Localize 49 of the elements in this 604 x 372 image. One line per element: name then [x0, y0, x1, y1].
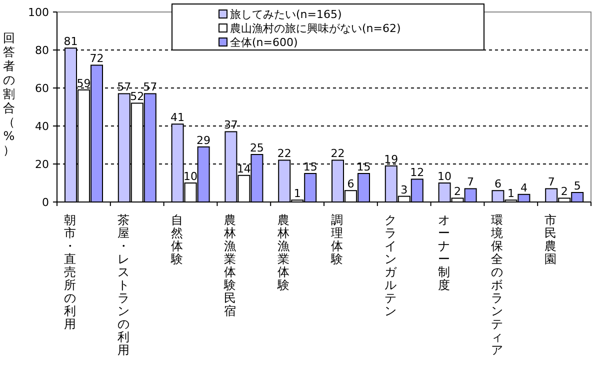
data-label: 2	[454, 185, 462, 198]
data-label: 59	[76, 76, 91, 90]
y-tick-label: 80	[35, 44, 49, 57]
x-tick-label: 市民農園	[544, 213, 557, 266]
text: 回答者の割合（%）	[3, 31, 15, 157]
category-label: 朝市・直売所の利用	[64, 213, 76, 331]
data-label: 7	[548, 176, 555, 189]
data-label: 57	[117, 80, 132, 94]
data-label: 15	[303, 160, 318, 174]
data-label: 10	[438, 170, 452, 183]
data-label: 1	[507, 187, 514, 200]
data-label: 29	[196, 134, 211, 147]
legend-label: 農山漁村の旅に興味がない(n=62)	[230, 22, 401, 35]
y-tick-label: 40	[35, 120, 49, 133]
y-tick-label: 60	[35, 82, 49, 95]
data-label: 2	[560, 185, 568, 198]
data-label: 10	[184, 170, 198, 183]
data-label: 14	[236, 162, 251, 176]
category-label: 茶屋・レストランの利用	[117, 213, 130, 357]
data-label: 6	[494, 178, 502, 191]
data-label: 7	[467, 176, 474, 189]
data-label: 1	[294, 187, 301, 200]
x-tick-label: 自然体験	[170, 213, 183, 266]
data-label: 25	[250, 142, 264, 154]
x-tick-label: 農林漁業体験民宿	[223, 213, 236, 318]
data-label: 15	[356, 160, 371, 174]
category-label: 環境保全のボランティア	[491, 213, 504, 357]
data-label: 4	[520, 181, 528, 194]
data-label: 19	[384, 152, 398, 166]
legend-label: 旅してみたい(n=165)	[230, 8, 342, 21]
data-label: 12	[410, 166, 424, 180]
x-tick-label: 調理体験	[330, 213, 343, 266]
data-label: 81	[64, 35, 78, 48]
y-tick-label: 20	[35, 158, 49, 171]
data-label: 22	[277, 147, 292, 160]
x-tick-label: クラインガルテン	[384, 213, 398, 318]
legend-label: 全体(n=600)	[230, 36, 298, 49]
data-label: 52	[130, 90, 144, 104]
x-tick-label: 農林漁業体験	[276, 213, 290, 292]
data-label: 5	[574, 180, 581, 192]
data-label: 6	[347, 178, 354, 191]
data-label: 3	[400, 183, 408, 196]
y-tick-label: 100	[28, 6, 49, 19]
data-label: 41	[170, 111, 185, 124]
data-label: 22	[330, 147, 345, 160]
x-tick-label: オーナー制度	[438, 213, 450, 292]
y-tick-label: 0	[42, 196, 49, 209]
data-label: 72	[90, 52, 104, 66]
data-label: 37	[224, 118, 238, 132]
